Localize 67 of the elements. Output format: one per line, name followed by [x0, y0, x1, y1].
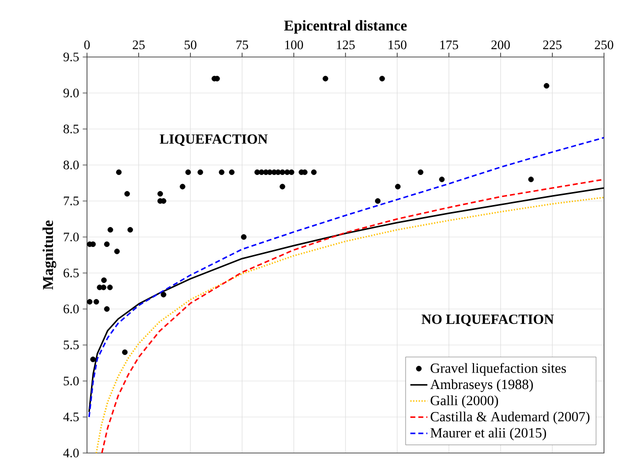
point — [240, 234, 247, 240]
point — [198, 169, 204, 175]
y-tick-label: 4.0 — [63, 448, 79, 458]
x-tick-label: 0 — [84, 40, 90, 50]
point — [544, 83, 550, 89]
point — [280, 169, 286, 175]
legend-label: Gravel liquefaction sites — [430, 362, 566, 376]
point — [439, 176, 445, 182]
y-axis-title: Magnitude — [42, 220, 56, 290]
y-tick-label: 5.0 — [64, 376, 79, 386]
point — [86, 299, 92, 305]
y-tick-label: 6.5 — [64, 268, 79, 278]
y-tick-label: 8.5 — [64, 124, 79, 134]
point — [288, 169, 294, 175]
x-tick-label: 25 — [132, 40, 145, 50]
annotation: LIQUEFACTION — [160, 134, 268, 146]
x-tick-label: 250 — [594, 40, 614, 50]
y-tick-label: 6.0 — [64, 304, 79, 314]
point — [379, 76, 385, 82]
point — [528, 176, 534, 182]
point — [258, 169, 264, 175]
y-tick-label: 9.0 — [63, 88, 79, 98]
point — [185, 169, 191, 175]
y-tick-label: 9.5 — [63, 52, 79, 62]
point — [124, 191, 130, 197]
y-tick-label: 8.0 — [64, 160, 79, 170]
line-series — [88, 187, 604, 413]
point — [395, 184, 401, 190]
y-tick-label: 7.0 — [64, 232, 79, 242]
point — [127, 227, 134, 233]
point — [116, 169, 122, 175]
point — [280, 184, 286, 190]
point — [228, 169, 235, 175]
point — [322, 76, 328, 82]
point — [94, 299, 100, 305]
point — [218, 169, 224, 175]
point — [418, 169, 424, 175]
point — [104, 306, 110, 312]
point — [160, 292, 166, 298]
x-tick-label: 75 — [236, 40, 248, 50]
point — [311, 169, 317, 175]
x-tick-label: 150 — [388, 40, 406, 50]
point — [122, 349, 128, 355]
x-axis-title: Epicentral distance — [284, 20, 407, 34]
legend-label: Maurer et alii (2015) — [430, 428, 546, 440]
x-tick-label: 225 — [543, 40, 562, 50]
legend-label: Galli (2000) — [430, 395, 498, 408]
x-tick-label: 125 — [336, 40, 355, 50]
x-tick-label: 50 — [184, 40, 196, 50]
x-tick-label: 200 — [491, 40, 510, 50]
point — [90, 356, 96, 362]
y-tick-label: 5.5 — [64, 340, 79, 350]
point — [157, 191, 163, 197]
point — [101, 277, 107, 283]
point — [374, 198, 381, 204]
point — [114, 248, 120, 254]
y-tick-label: 7.5 — [64, 196, 79, 206]
point — [107, 284, 113, 290]
y-tick-label: 4.5 — [63, 412, 79, 422]
x-tick-label: 100 — [285, 40, 304, 50]
point — [180, 184, 186, 190]
point — [108, 227, 114, 233]
legend-label: Castilla & Audemard (2007) — [430, 412, 590, 424]
legend-label: Ambraseys (1988) — [430, 379, 533, 392]
annotation: NO LIQUEFACTION — [422, 314, 554, 326]
x-tick-label: 175 — [440, 40, 458, 50]
point — [104, 241, 110, 247]
